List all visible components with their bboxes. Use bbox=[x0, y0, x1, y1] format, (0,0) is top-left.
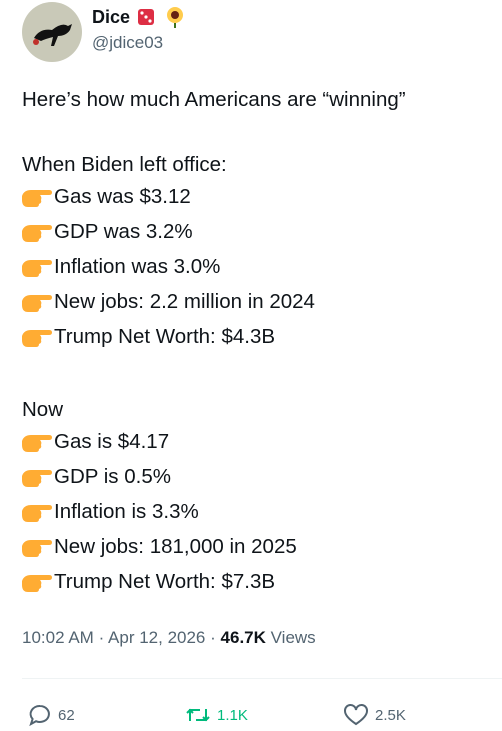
pointing-hand-emoji bbox=[22, 295, 52, 312]
author-name[interactable]: Dice bbox=[92, 6, 131, 27]
bullet-text: Trump Net Worth: $4.3B bbox=[54, 325, 276, 348]
bullet-item: New jobs: 181,000 in 2025 bbox=[20, 535, 297, 559]
bullet-text: Gas was $3.12 bbox=[54, 185, 191, 208]
repost-count: 1.1K bbox=[217, 706, 248, 724]
author-name-row[interactable]: Dice bbox=[92, 6, 186, 28]
reply-count: 62 bbox=[58, 706, 75, 724]
view-count: 46.7K bbox=[220, 628, 266, 647]
pointing-hand-emoji bbox=[22, 575, 52, 592]
divider bbox=[22, 678, 502, 679]
pointing-hand-emoji bbox=[22, 330, 52, 347]
dice-emoji bbox=[138, 9, 155, 25]
pointing-hand-emoji bbox=[22, 225, 52, 242]
bullet-text: New jobs: 2.2 million in 2024 bbox=[54, 290, 315, 313]
reply-button[interactable]: 62 bbox=[28, 703, 75, 727]
post-time[interactable]: 10:02 AM bbox=[22, 628, 94, 647]
pointing-hand-emoji bbox=[22, 435, 52, 452]
post-date[interactable]: Apr 12, 2026 bbox=[108, 628, 206, 647]
bullet-text: Inflation is 3.3% bbox=[54, 500, 199, 523]
bullet-item: GDP was 3.2% bbox=[20, 220, 193, 244]
pointing-hand-emoji bbox=[22, 470, 52, 487]
post-meta: 10:02 AM · Apr 12, 2026 · 46.7K Views bbox=[22, 628, 316, 648]
bullet-item: Trump Net Worth: $7.3B bbox=[20, 570, 275, 594]
avatar[interactable] bbox=[22, 2, 82, 62]
reply-icon bbox=[29, 704, 50, 727]
bullet-text: New jobs: 181,000 in 2025 bbox=[54, 535, 297, 558]
pointing-hand-emoji bbox=[22, 190, 52, 207]
repost-icon bbox=[186, 708, 210, 722]
post-intro: Here’s how much Americans are “winning” bbox=[22, 88, 406, 111]
pointing-hand-emoji bbox=[22, 505, 52, 522]
pointing-hand-emoji bbox=[22, 260, 52, 277]
section-heading: Now bbox=[22, 398, 64, 421]
bullet-item: Gas is $4.17 bbox=[20, 430, 169, 454]
separator: · bbox=[98, 628, 105, 647]
views-label: Views bbox=[270, 628, 316, 647]
bullet-text: GDP was 3.2% bbox=[54, 220, 193, 243]
bullet-text: Trump Net Worth: $7.3B bbox=[54, 570, 276, 593]
separator: · bbox=[210, 628, 216, 647]
bullet-item: Trump Net Worth: $4.3B bbox=[20, 325, 275, 349]
bullet-item: Gas was $3.12 bbox=[20, 185, 191, 209]
like-icon bbox=[344, 704, 368, 726]
section-heading: When Biden left office: bbox=[22, 153, 227, 176]
like-button[interactable]: 2.5K bbox=[343, 703, 406, 727]
bullet-item: Inflation was 3.0% bbox=[20, 255, 220, 279]
bullet-text: GDP is 0.5% bbox=[54, 465, 171, 488]
repost-button[interactable]: 1.1K bbox=[185, 703, 248, 727]
bullet-text: Inflation was 3.0% bbox=[54, 255, 221, 278]
bullet-item: Inflation is 3.3% bbox=[20, 500, 199, 524]
bullet-item: New jobs: 2.2 million in 2024 bbox=[20, 290, 315, 314]
bullet-item: GDP is 0.5% bbox=[20, 465, 171, 489]
bullet-text: Gas is $4.17 bbox=[54, 430, 170, 453]
sunflower-emoji bbox=[167, 7, 184, 28]
like-count: 2.5K bbox=[375, 706, 406, 724]
author-handle[interactable]: @jdice03 bbox=[92, 33, 164, 52]
pointing-hand-emoji bbox=[22, 540, 52, 557]
